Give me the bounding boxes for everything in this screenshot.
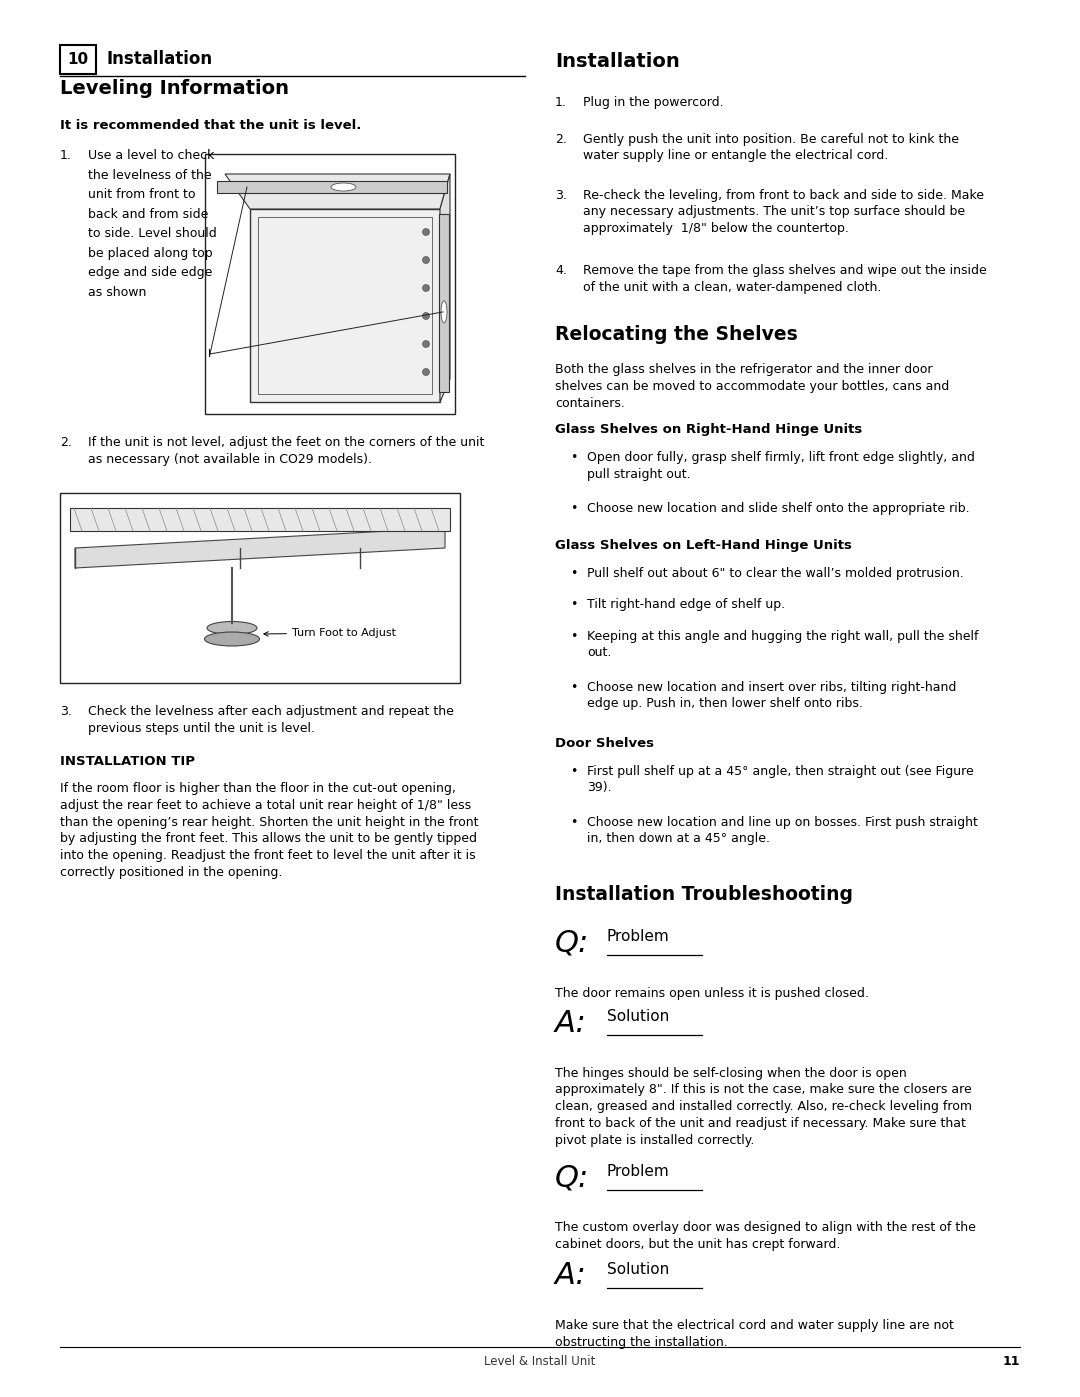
- Ellipse shape: [330, 183, 356, 191]
- Text: •: •: [570, 502, 578, 515]
- Text: •: •: [570, 598, 578, 610]
- Text: 1.: 1.: [60, 149, 72, 162]
- Text: Plug in the powercord.: Plug in the powercord.: [583, 96, 724, 109]
- Text: The door remains open unless it is pushed closed.: The door remains open unless it is pushe…: [555, 986, 869, 999]
- Polygon shape: [225, 175, 450, 210]
- Text: 3.: 3.: [60, 705, 72, 718]
- Text: •: •: [570, 680, 578, 693]
- Text: Level & Install Unit: Level & Install Unit: [484, 1355, 596, 1368]
- Text: 2.: 2.: [555, 133, 567, 145]
- Text: Solution: Solution: [607, 1261, 670, 1277]
- Text: 1.: 1.: [555, 96, 567, 109]
- Text: back and from side: back and from side: [87, 208, 208, 221]
- Text: Solution: Solution: [607, 1009, 670, 1024]
- Text: edge and side edge: edge and side edge: [87, 265, 213, 279]
- Text: 3.: 3.: [555, 189, 567, 201]
- Text: Choose new location and line up on bosses. First push straight
in, then down at : Choose new location and line up on bosse…: [588, 816, 977, 845]
- Text: Make sure that the electrical cord and water supply line are not
obstructing the: Make sure that the electrical cord and w…: [555, 1320, 954, 1350]
- Text: Leveling Information: Leveling Information: [60, 80, 289, 98]
- Text: •: •: [570, 764, 578, 778]
- Bar: [217, 182, 447, 193]
- Text: If the unit is not level, adjust the feet on the corners of the unit
as necessar: If the unit is not level, adjust the fee…: [87, 436, 484, 467]
- Text: Turn Foot to Adjust: Turn Foot to Adjust: [264, 629, 396, 638]
- Text: Gently push the unit into position. Be careful not to kink the
water supply line: Gently push the unit into position. Be c…: [583, 133, 959, 162]
- Polygon shape: [440, 175, 450, 402]
- Bar: [249, 210, 440, 402]
- Bar: [60, 493, 460, 683]
- Text: Problem: Problem: [607, 929, 670, 943]
- Circle shape: [422, 285, 430, 292]
- Text: •: •: [570, 451, 578, 464]
- Text: First pull shelf up at a 45° angle, then straight out (see Figure
39).: First pull shelf up at a 45° angle, then…: [588, 764, 974, 795]
- Text: Installation Troubleshooting: Installation Troubleshooting: [555, 884, 853, 904]
- Bar: [205, 154, 455, 414]
- Text: Tilt right-hand edge of shelf up.: Tilt right-hand edge of shelf up.: [588, 598, 785, 610]
- Circle shape: [422, 341, 430, 348]
- Text: Choose new location and insert over ribs, tilting right-hand
edge up. Push in, t: Choose new location and insert over ribs…: [588, 680, 957, 710]
- Circle shape: [422, 257, 430, 264]
- Bar: [70, 509, 450, 531]
- Text: Glass Shelves on Right-Hand Hinge Units: Glass Shelves on Right-Hand Hinge Units: [555, 423, 862, 436]
- Text: Remove the tape from the glass shelves and wipe out the inside
of the unit with : Remove the tape from the glass shelves a…: [583, 264, 987, 293]
- Circle shape: [422, 313, 430, 320]
- Ellipse shape: [441, 300, 447, 323]
- Text: Door Shelves: Door Shelves: [555, 736, 654, 750]
- Text: the levelness of the: the levelness of the: [87, 169, 212, 182]
- Text: Q:: Q:: [555, 1164, 590, 1193]
- Text: The hinges should be self-closing when the door is open
approximately 8". If thi: The hinges should be self-closing when t…: [555, 1066, 972, 1147]
- Text: Glass Shelves on Left-Hand Hinge Units: Glass Shelves on Left-Hand Hinge Units: [555, 538, 852, 552]
- Circle shape: [422, 229, 430, 236]
- Text: 2.: 2.: [60, 436, 72, 448]
- Text: •: •: [570, 630, 578, 643]
- Text: Both the glass shelves in the refrigerator and the inner door
shelves can be mov: Both the glass shelves in the refrigerat…: [555, 363, 949, 409]
- Text: Use a level to check: Use a level to check: [87, 149, 214, 162]
- Text: l: l: [208, 349, 211, 359]
- FancyBboxPatch shape: [59, 45, 95, 74]
- Text: Installation: Installation: [555, 52, 679, 71]
- Text: unit from front to: unit from front to: [87, 189, 195, 201]
- Text: Open door fully, grasp shelf firmly, lift front edge slightly, and
pull straight: Open door fully, grasp shelf firmly, lif…: [588, 451, 975, 481]
- Text: be placed along top: be placed along top: [87, 246, 213, 260]
- Text: Pull shelf out about 6" to clear the wall’s molded protrusion.: Pull shelf out about 6" to clear the wal…: [588, 567, 963, 580]
- Text: Problem: Problem: [607, 1164, 670, 1179]
- Text: to side. Level should: to side. Level should: [87, 226, 217, 240]
- Text: as shown: as shown: [87, 285, 147, 299]
- Text: Keeping at this angle and hugging the right wall, pull the shelf
out.: Keeping at this angle and hugging the ri…: [588, 630, 978, 659]
- Text: Q:: Q:: [555, 929, 590, 957]
- Text: 11: 11: [1002, 1355, 1020, 1368]
- Polygon shape: [75, 528, 445, 569]
- Bar: [258, 217, 432, 394]
- Ellipse shape: [204, 631, 259, 645]
- Text: Relocating the Shelves: Relocating the Shelves: [555, 326, 798, 344]
- Text: If the room floor is higher than the floor in the cut-out opening,
adjust the re: If the room floor is higher than the flo…: [60, 782, 478, 879]
- Text: A:: A:: [555, 1009, 586, 1038]
- Circle shape: [422, 369, 430, 376]
- Ellipse shape: [207, 622, 257, 634]
- Text: Choose new location and slide shelf onto the appropriate rib.: Choose new location and slide shelf onto…: [588, 502, 970, 515]
- Text: 4.: 4.: [555, 264, 567, 277]
- Text: •: •: [570, 567, 578, 580]
- Text: The custom overlay door was designed to align with the rest of the
cabinet doors: The custom overlay door was designed to …: [555, 1221, 976, 1252]
- Text: Re-check the leveling, from front to back and side to side. Make
any necessary a: Re-check the leveling, from front to bac…: [583, 189, 984, 235]
- Text: 10: 10: [67, 52, 89, 67]
- Text: Check the levelness after each adjustment and repeat the
previous steps until th: Check the levelness after each adjustmen…: [87, 705, 454, 735]
- Text: It is recommended that the unit is level.: It is recommended that the unit is level…: [60, 119, 362, 131]
- Text: INSTALLATION TIP: INSTALLATION TIP: [60, 754, 195, 768]
- Text: •: •: [570, 816, 578, 828]
- Bar: [438, 214, 449, 393]
- Text: A:: A:: [555, 1261, 586, 1291]
- Text: Installation: Installation: [107, 50, 213, 68]
